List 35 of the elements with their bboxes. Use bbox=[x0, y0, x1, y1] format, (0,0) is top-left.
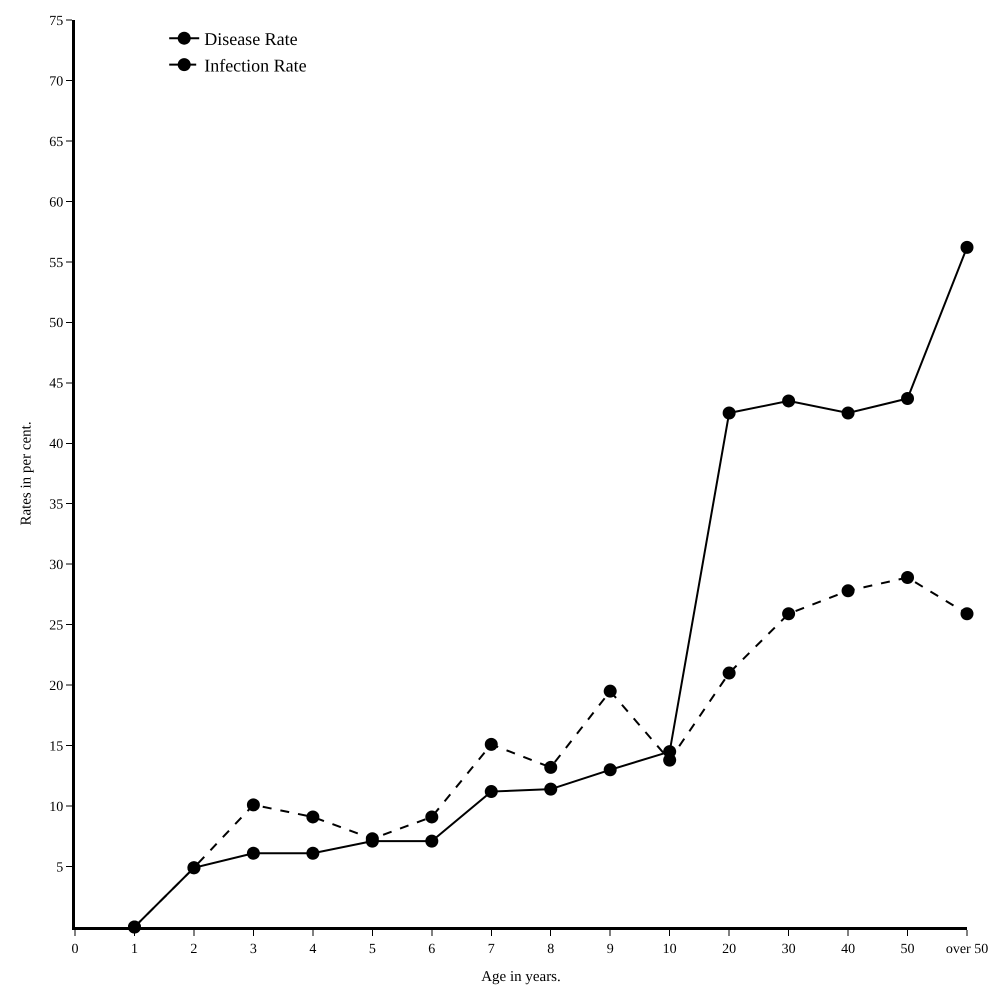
y-tick-label: 35 bbox=[49, 498, 64, 513]
x-tick-label: 2 bbox=[190, 942, 198, 957]
y-tick-label: 40 bbox=[49, 437, 64, 452]
x-tick-label: 8 bbox=[547, 942, 554, 957]
y-tick-label: 30 bbox=[49, 558, 64, 574]
x-tick-label: 9 bbox=[606, 942, 614, 957]
x-tick-label: 20 bbox=[722, 942, 736, 957]
y-tick-label: 25 bbox=[49, 618, 64, 634]
y-tick-label: 60 bbox=[49, 195, 64, 210]
y-tick-label: 45 bbox=[49, 376, 64, 392]
x-tick-label: over 50 bbox=[946, 942, 988, 957]
x-tick-label: 5 bbox=[368, 942, 376, 957]
y-tick-label: 10 bbox=[49, 800, 64, 815]
x-tick-label: 0 bbox=[72, 942, 78, 957]
x-tick-label: 50 bbox=[900, 942, 915, 957]
x-axis-title: Age in years. bbox=[481, 968, 561, 985]
y-tick-label: 65 bbox=[49, 134, 64, 150]
x-tick-label: 4 bbox=[309, 942, 316, 957]
y-axis-title: Rates in per cent. bbox=[18, 421, 34, 526]
y-tick-label: 70 bbox=[49, 74, 64, 90]
x-tick-label: 6 bbox=[428, 942, 436, 957]
y-tick-label: 15 bbox=[49, 740, 64, 754]
y-tick-label: 75 bbox=[49, 14, 64, 29]
x-tick-label: 10 bbox=[662, 942, 677, 957]
x-tick-label: 40 bbox=[841, 942, 856, 957]
y-tick-label: 55 bbox=[49, 256, 64, 271]
legend-label: Infection Rate bbox=[204, 56, 307, 76]
legend-label: Disease Rate bbox=[204, 29, 298, 50]
y-tick-label: 50 bbox=[49, 316, 64, 332]
x-tick-label: 1 bbox=[130, 942, 138, 957]
x-tick-label: 30 bbox=[782, 942, 796, 957]
x-tick-label: 7 bbox=[488, 942, 495, 957]
y-tick-label: 5 bbox=[56, 860, 64, 876]
x-tick-label: 3 bbox=[250, 942, 257, 957]
y-tick-label: 20 bbox=[49, 679, 64, 694]
